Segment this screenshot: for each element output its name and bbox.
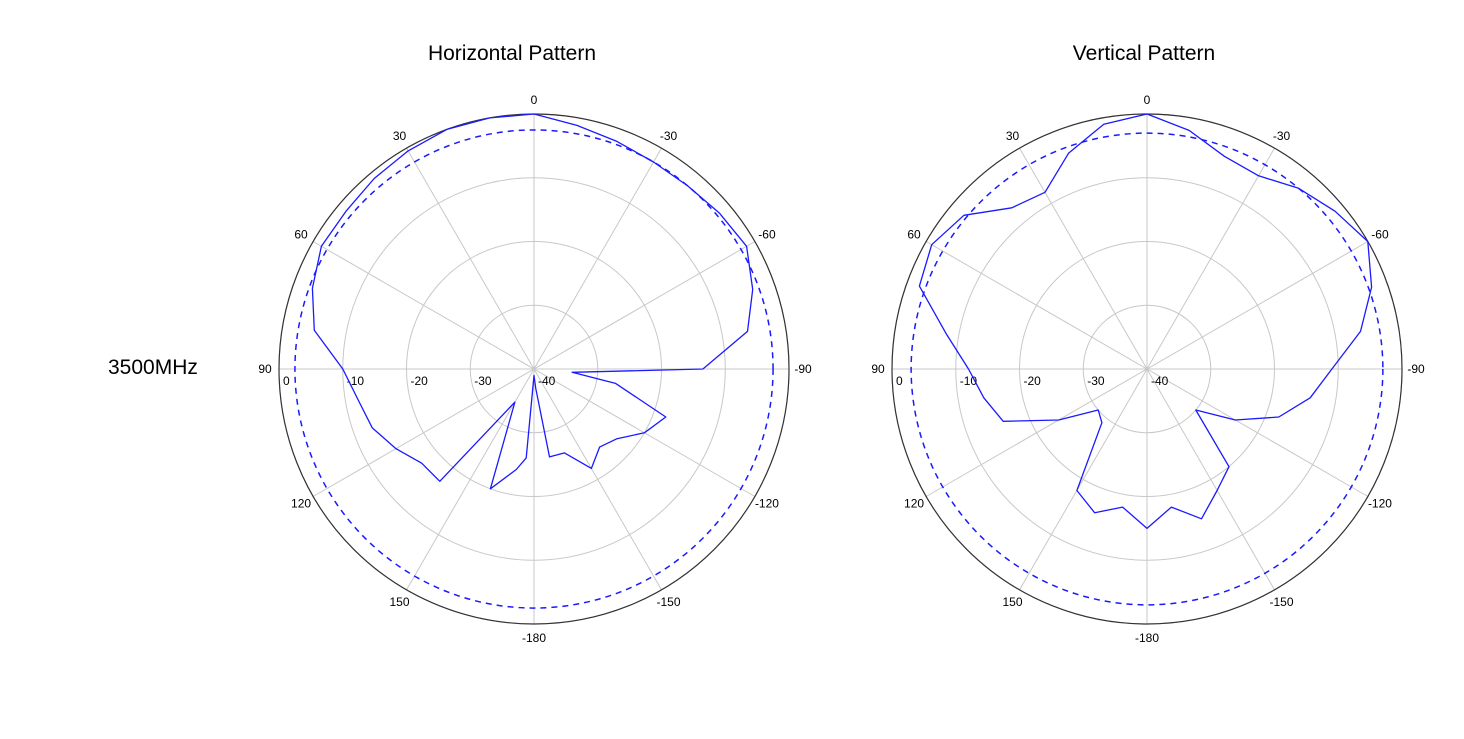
angle-tick-label: -150 bbox=[1269, 595, 1293, 609]
angle-tick-label: -60 bbox=[1371, 228, 1389, 242]
angle-tick-label: 30 bbox=[1006, 129, 1020, 143]
radial-tick-label: -20 bbox=[411, 374, 429, 388]
angle-tick-label: 120 bbox=[904, 497, 924, 511]
angle-tick-label: -60 bbox=[758, 228, 776, 242]
angle-tick-label: -150 bbox=[656, 595, 680, 609]
angle-tick-label: 90 bbox=[258, 362, 272, 376]
vertical-pattern-title: Vertical Pattern bbox=[1072, 42, 1216, 65]
angle-tick-label: 120 bbox=[291, 497, 311, 511]
radial-tick-label: -30 bbox=[474, 374, 492, 388]
angle-tick-label: -180 bbox=[522, 631, 546, 645]
angle-tick-label: 150 bbox=[389, 595, 409, 609]
radial-tick-label: 0 bbox=[283, 374, 290, 388]
angle-tick-label: 60 bbox=[294, 228, 308, 242]
angle-tick-label: 30 bbox=[393, 129, 407, 143]
angle-tick-label: -120 bbox=[1368, 497, 1392, 511]
grid-spoke bbox=[406, 147, 662, 591]
radiation-pattern-line bbox=[311, 113, 754, 490]
angle-tick-label: 0 bbox=[1144, 93, 1151, 107]
angle-tick-label: -90 bbox=[794, 362, 812, 376]
radial-tick-label: -30 bbox=[1087, 374, 1105, 388]
horizontal-pattern-title: Horizontal Pattern bbox=[427, 42, 597, 65]
reference-dashed-circle bbox=[294, 129, 774, 609]
angle-tick-label: 0 bbox=[531, 93, 538, 107]
angle-tick-label: -120 bbox=[755, 497, 779, 511]
angle-tick-label: 90 bbox=[871, 362, 885, 376]
angle-tick-label: -180 bbox=[1135, 631, 1159, 645]
angle-tick-label: -30 bbox=[1273, 129, 1291, 143]
frequency-label: 3500MHz bbox=[108, 356, 198, 379]
angle-tick-label: 60 bbox=[907, 228, 921, 242]
radial-tick-label: 0 bbox=[896, 374, 903, 388]
angle-tick-label: 150 bbox=[1002, 595, 1022, 609]
angle-tick-label: -90 bbox=[1407, 362, 1425, 376]
radial-tick-label: -20 bbox=[1024, 374, 1042, 388]
angle-tick-label: -30 bbox=[660, 129, 678, 143]
radial-tick-label: -40 bbox=[1151, 374, 1169, 388]
radial-tick-label: -40 bbox=[538, 374, 556, 388]
radiation-pattern-line bbox=[918, 113, 1373, 530]
reference-dashed-circle bbox=[910, 132, 1384, 606]
grid-spoke bbox=[1019, 147, 1275, 591]
